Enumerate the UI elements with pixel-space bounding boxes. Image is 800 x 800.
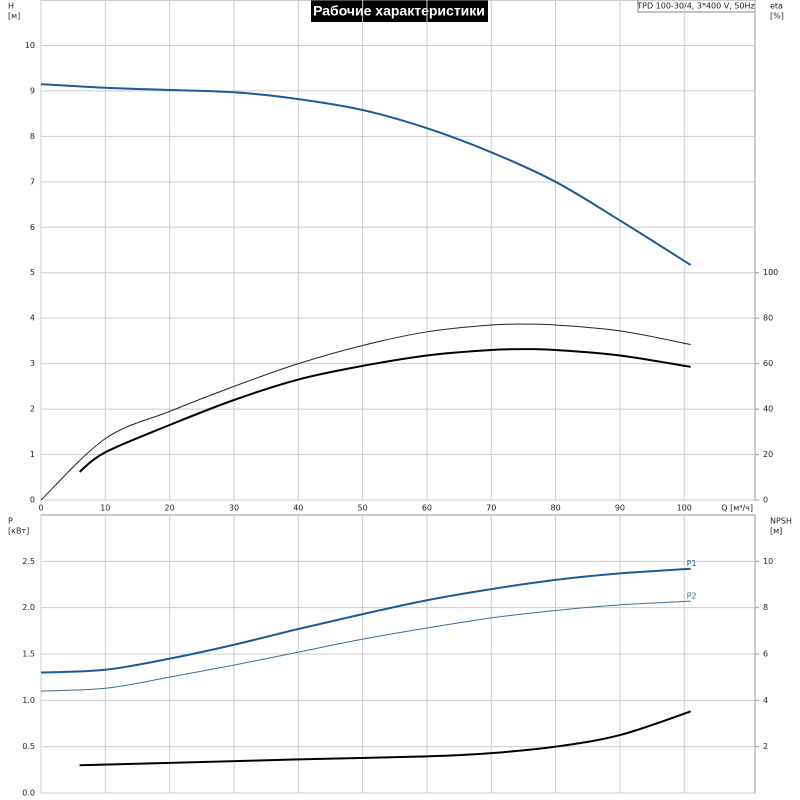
y-tick-label: 2.5 <box>22 557 35 566</box>
y-tick-label: 5 <box>30 268 35 277</box>
y2-axis-label: NPSH <box>770 517 792 526</box>
y-tick-label: 2 <box>30 405 35 414</box>
y-axis-label: P <box>8 517 13 526</box>
y-axis-label: [кВт] <box>8 527 29 536</box>
y2-axis-label: eta <box>770 2 783 11</box>
y-tick-label: 3 <box>30 359 35 368</box>
title-box <box>311 0 488 22</box>
curve <box>40 83 692 266</box>
y-tick-label: 1 <box>30 450 35 459</box>
y2-tick-label: 20 <box>763 450 773 459</box>
y2-tick-label: 80 <box>763 314 773 323</box>
y-tick-label: 8 <box>30 132 35 141</box>
curve <box>79 710 691 767</box>
y-tick-label: 0.5 <box>22 742 35 751</box>
x-tick-label: 30 <box>229 504 239 513</box>
y-tick-label: 2.0 <box>22 603 35 612</box>
y2-tick-label: 4 <box>763 696 768 705</box>
x-tick-label: 50 <box>358 504 368 513</box>
y-tick-label: 10 <box>25 41 35 50</box>
y2-tick-label: 8 <box>763 603 768 612</box>
y-axis-label: H <box>8 2 14 11</box>
x-tick-label: 60 <box>422 504 432 513</box>
x-tick-label: 90 <box>615 504 625 513</box>
x-tick-label: 40 <box>293 504 303 513</box>
x-tick-label: 100 <box>677 504 692 513</box>
y-tick-label: 7 <box>30 177 35 186</box>
y-tick-label: 0 <box>30 496 35 505</box>
y2-axis-label: [%] <box>770 12 784 21</box>
x-tick-label: 70 <box>486 504 496 513</box>
y2-tick-label: 2 <box>763 742 768 751</box>
y-tick-label: 0.0 <box>22 789 35 798</box>
chart-title: Рабочие характеристики <box>313 3 485 19</box>
y-tick-label: 9 <box>30 86 35 95</box>
plot-area <box>40 0 756 501</box>
y-tick-label: 6 <box>30 223 35 232</box>
x-tick-label: 20 <box>165 504 175 513</box>
series-label: P1 <box>687 559 697 568</box>
y-tick-label: 1.5 <box>22 650 35 659</box>
x-tick-label: 10 <box>100 504 110 513</box>
curve <box>40 323 691 501</box>
y-tick-label: 1.0 <box>22 696 35 705</box>
y2-tick-label: 0 <box>763 496 768 505</box>
series-label: P2 <box>687 592 697 601</box>
y2-axis-label: [м] <box>770 527 782 536</box>
y2-tick-label: 6 <box>763 650 768 659</box>
x-tick-label: 0 <box>38 504 43 513</box>
y2-tick-label: 60 <box>763 359 773 368</box>
y2-tick-label: 10 <box>763 557 773 566</box>
curve <box>40 600 691 692</box>
x-axis-label: Q [м³/ч] <box>721 504 753 513</box>
curve <box>40 567 691 674</box>
curve <box>78 348 691 473</box>
x-tick-label: 80 <box>551 504 561 513</box>
y2-tick-label: 40 <box>763 405 773 414</box>
y-tick-label: 4 <box>30 314 35 323</box>
y-axis-label: [м] <box>8 12 20 21</box>
y2-tick-label: 100 <box>763 268 778 277</box>
model-label: TPD 100-30/4, 3*400 V, 50Hz <box>636 2 754 11</box>
